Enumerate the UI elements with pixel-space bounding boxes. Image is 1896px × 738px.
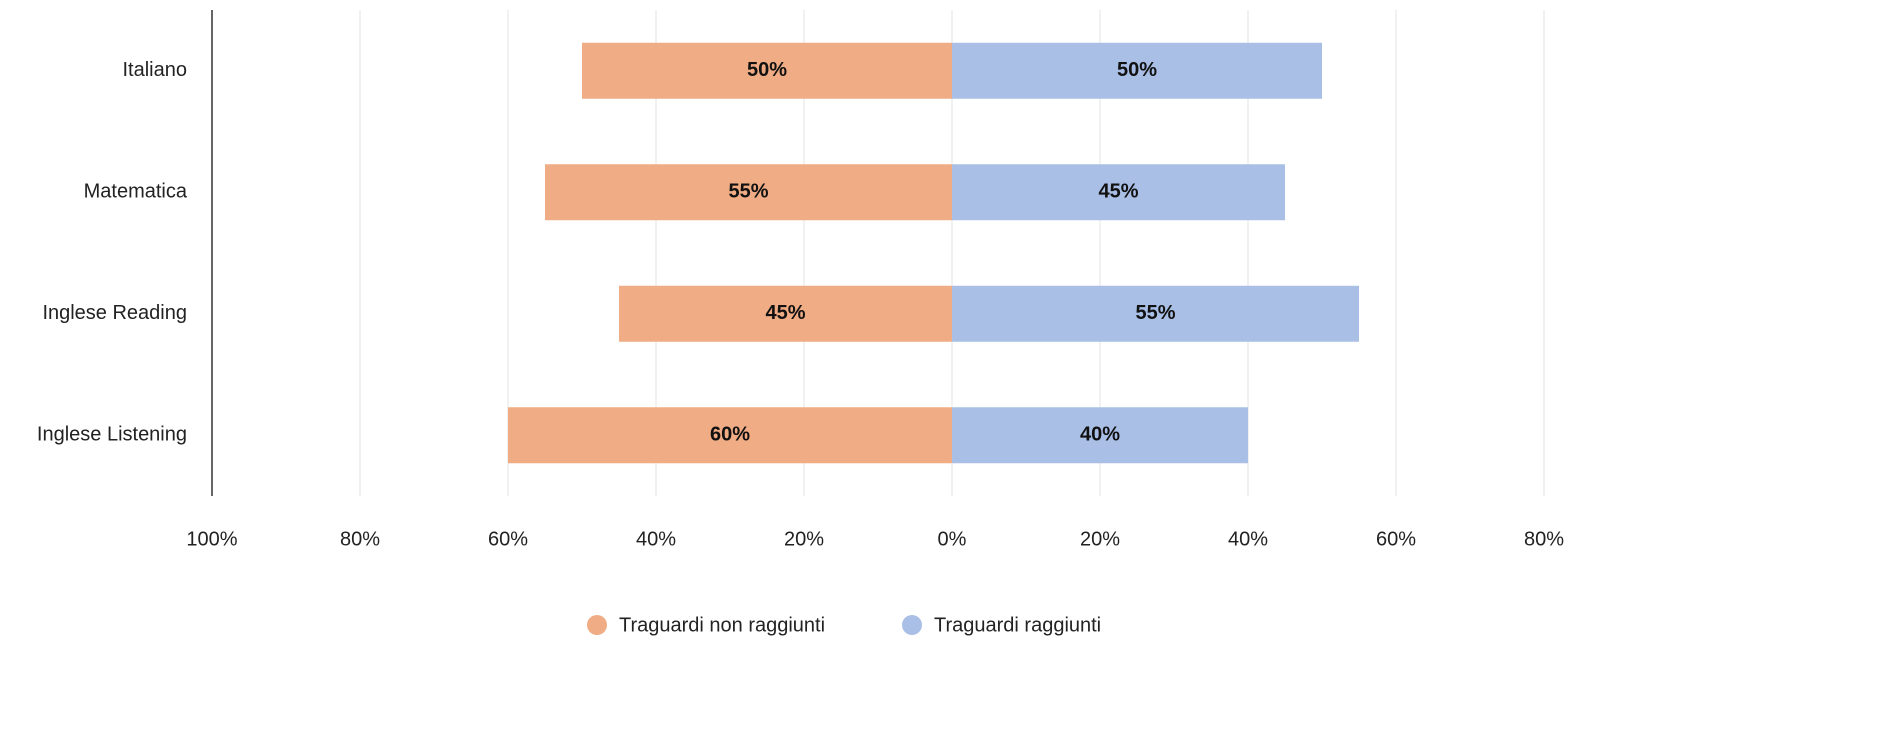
bar [619,285,952,342]
value-label: 50% [747,59,787,81]
value-label: 45% [1098,181,1138,203]
x-tick-label: 20% [1080,528,1120,550]
x-tick-label: 60% [1376,528,1416,550]
bar [952,42,1322,99]
legend-swatch [902,615,922,635]
value-label: 55% [1135,302,1175,324]
category-label: Inglese Listening [37,424,187,446]
legend-label: Traguardi raggiunti [934,614,1101,636]
legend-swatch [587,615,607,635]
x-tick-label: 80% [1524,528,1564,550]
value-label: 40% [1080,424,1120,446]
x-tick-label: 60% [488,528,528,550]
bar [508,407,952,464]
value-label: 50% [1117,59,1157,81]
value-label: 60% [710,424,750,446]
x-tick-label: 100% [186,528,237,550]
x-tick-label: 40% [1228,528,1268,550]
bar [582,42,952,99]
category-label: Italiano [123,59,188,81]
bar [952,285,1359,342]
category-label: Inglese Reading [42,302,187,324]
bar [952,407,1248,464]
x-tick-label: 20% [784,528,824,550]
bar [952,164,1285,221]
bar [545,164,952,221]
value-label: 45% [765,302,805,324]
category-label: Matematica [84,181,188,203]
value-label: 55% [728,181,768,203]
x-tick-label: 0% [938,528,967,550]
legend-label: Traguardi non raggiunti [619,614,825,636]
x-tick-label: 80% [340,528,380,550]
x-tick-label: 40% [636,528,676,550]
